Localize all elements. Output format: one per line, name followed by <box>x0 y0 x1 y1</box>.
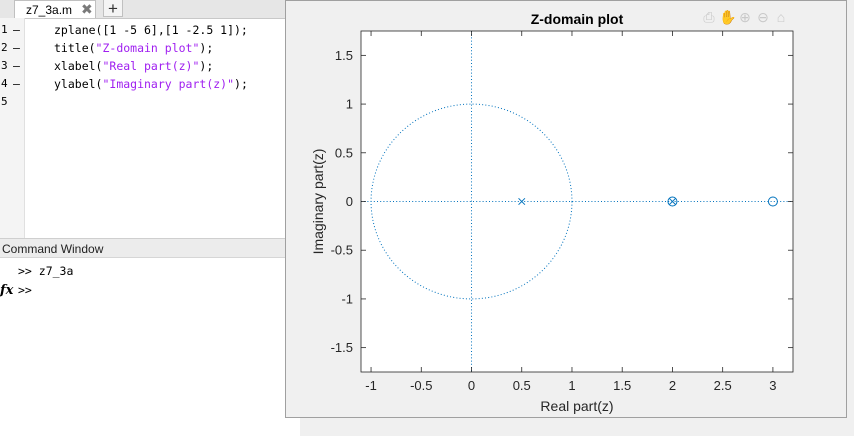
y-tick-label: 0 <box>346 194 353 209</box>
code-text: xlabel("Real part(z)"); <box>54 57 213 75</box>
x-tick-label: 3 <box>769 378 776 393</box>
editor-panel: z7_3a.m ✖ + 1– zplane([1 -5 6],[1 -2.5 1]… <box>0 0 300 238</box>
line-number: 4 <box>1 77 8 90</box>
code-line[interactable]: 1– zplane([1 -5 6],[1 -2.5 1]); <box>0 21 300 39</box>
x-tick-label: 1 <box>568 378 575 393</box>
code-line[interactable]: 2– title("Z-domain plot"); <box>0 39 300 57</box>
code-token: ); <box>199 41 214 55</box>
line-number: 3 <box>1 59 8 72</box>
z-plane-plot[interactable]: -1 -0.5 0 0.5 1 1.5 2 2.5 3 1.5 1 0.5 0 -0.5 -1 -1.5 Z-d… <box>286 1 848 419</box>
tab-z7-3a[interactable]: z7_3a.m ✖ <box>14 0 96 18</box>
y-tick-label: 1.5 <box>335 48 353 63</box>
breakpoint-marker[interactable]: – <box>13 77 20 91</box>
line-number-gutter <box>0 18 25 238</box>
figure-window: ⎙ ✋ ⊕ ⊖ ⌂ -1 -0.5 0 0.5 1 1.5 2 2.5 3 1.5 1 0.5 0 -0.… <box>285 0 847 418</box>
y-axis-label: Imaginary part(z) <box>310 149 326 255</box>
pole-marker <box>668 197 676 206</box>
code-token: xlabel( <box>54 59 103 73</box>
code-token: ); <box>234 77 248 91</box>
x-tick-label: 1.5 <box>613 378 631 393</box>
home-icon[interactable]: ⌂ <box>776 9 786 25</box>
code-token: ylabel( <box>54 77 103 91</box>
code-line[interactable]: 3– xlabel("Real part(z)"); <box>0 57 300 75</box>
chart-title: Z-domain plot <box>531 11 624 27</box>
command-history-line: >> z7_3a <box>18 264 74 278</box>
code-token: ); <box>199 59 214 73</box>
zoom-in-icon[interactable]: ⊕ <box>739 9 751 25</box>
x-tick-label: -0.5 <box>410 378 432 393</box>
zero-marker <box>767 196 778 207</box>
code-line[interactable]: 4– ylabel("Imaginary part(z)"); <box>0 75 300 93</box>
breakpoint-marker[interactable]: – <box>13 59 20 73</box>
x-tick-label: 0 <box>468 378 475 393</box>
command-window-body[interactable]: >> z7_3a >> fx <box>0 258 300 436</box>
y-tick-label: -1 <box>341 291 353 306</box>
zoom-out-icon[interactable]: ⊖ <box>757 9 769 25</box>
code-text: zplane([1 -5 6],[1 -2.5 1]); <box>54 21 248 39</box>
line-number: 5 <box>1 95 8 108</box>
string-literal: "Real part(z)" <box>102 59 200 73</box>
y-tick-label: -1.5 <box>331 340 353 355</box>
breakpoint-marker[interactable]: – <box>13 23 20 37</box>
close-icon[interactable]: ✖ <box>81 1 93 17</box>
y-tick-label: -0.5 <box>331 243 353 258</box>
pole-marker <box>518 197 526 206</box>
code-line[interactable]: 5 <box>0 93 300 111</box>
string-literal: "Imaginary part(z)" <box>102 77 235 91</box>
y-tick-label: 0.5 <box>335 145 353 160</box>
code-text: title("Z-domain plot"); <box>54 39 213 57</box>
string-literal: "Z-domain plot" <box>95 41 200 55</box>
editor-tab-bar: z7_3a.m ✖ + <box>0 0 300 19</box>
command-window-title: Command Window <box>2 242 104 256</box>
pan-hand-icon[interactable]: ✋ <box>719 9 737 25</box>
code-token: zplane([1 -5 6],[1 -2.5 1]); <box>54 23 248 37</box>
x-tick-label: 2 <box>669 378 676 393</box>
x-axis-label: Real part(z) <box>540 398 613 414</box>
line-number: 1 <box>1 23 8 36</box>
export-icon[interactable]: ⎙ <box>703 9 715 25</box>
x-tick-label: 2.5 <box>714 378 732 393</box>
y-tick-label: 1 <box>346 97 353 112</box>
code-text: ylabel("Imaginary part(z)"); <box>54 75 248 93</box>
unit-circle <box>370 103 573 300</box>
breakpoint-marker[interactable]: – <box>13 41 20 55</box>
x-tick-label: 0.5 <box>513 378 531 393</box>
command-window-header: Command Window <box>0 238 300 258</box>
x-tick-label: -1 <box>365 378 377 393</box>
code-token: title( <box>54 41 96 55</box>
fx-icon[interactable]: fx <box>0 283 14 298</box>
line-number: 2 <box>1 41 8 54</box>
axes-background <box>361 31 793 372</box>
zero-marker <box>667 196 678 207</box>
command-prompt[interactable]: >> <box>18 283 32 297</box>
tab-label: z7_3a.m <box>26 3 73 17</box>
add-tab-button[interactable]: + <box>103 0 123 18</box>
